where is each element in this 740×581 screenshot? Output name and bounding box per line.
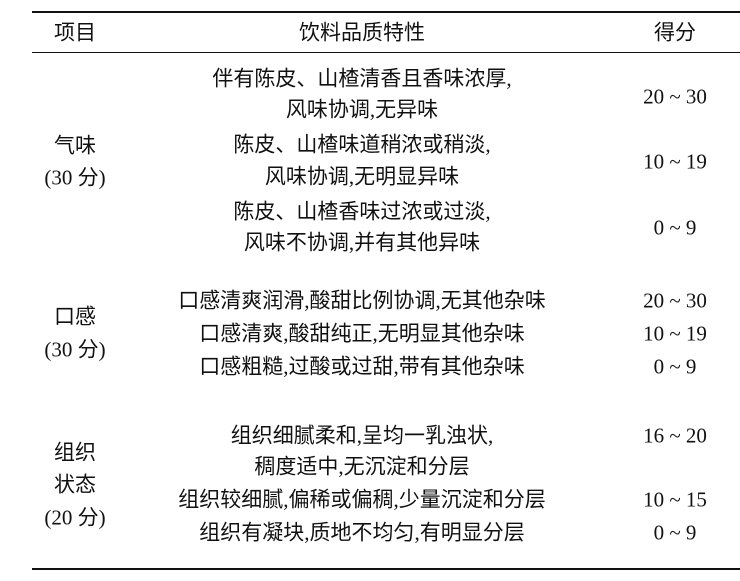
- description-line: 风味协调,无明显异味: [264, 164, 460, 189]
- item-label: (30 分): [44, 337, 106, 362]
- header-item: 项目: [54, 20, 96, 45]
- top-rule: [32, 11, 740, 13]
- description-line: 稠度适中,无沉淀和分层: [254, 454, 470, 479]
- score: 10 ~ 15: [643, 487, 707, 512]
- score: 10 ~ 19: [643, 149, 707, 174]
- item-label: (20 分): [44, 505, 106, 530]
- description-line: 口感清爽,酸甜纯正,无明显其他杂味: [199, 321, 525, 346]
- header-score: 得分: [654, 20, 696, 45]
- score: 0 ~ 9: [653, 354, 697, 379]
- description-line: 组织有凝块,质地不均匀,有明显分层: [199, 520, 525, 545]
- description-line: 风味协调,无异味: [285, 97, 439, 122]
- item-label: 状态: [54, 472, 96, 497]
- score: 0 ~ 9: [653, 520, 697, 545]
- score: 20 ~ 30: [643, 288, 707, 313]
- description-line: 陈皮、山楂味道稍浓或稍淡,: [233, 132, 491, 157]
- bottom-rule: [32, 568, 740, 570]
- score: 16 ~ 20: [643, 423, 707, 448]
- item-label: (30 分): [44, 165, 106, 190]
- header-rule: [32, 52, 740, 53]
- description-line: 口感清爽润滑,酸甜比例协调,无其他杂味: [178, 288, 546, 313]
- score: 0 ~ 9: [653, 215, 697, 240]
- description-line: 口感粗糙,过酸或过甜,带有其他杂味: [199, 354, 525, 379]
- item-label: 气味: [54, 133, 96, 158]
- description-line: 组织较细腻,偏稀或偏稠,少量沉淀和分层: [178, 487, 546, 512]
- header-description: 饮料品质特性: [299, 20, 425, 45]
- item-label: 口感: [54, 304, 96, 329]
- score: 10 ~ 19: [643, 321, 707, 346]
- description-line: 风味不协调,并有其他异味: [243, 230, 481, 255]
- score: 20 ~ 30: [643, 84, 707, 109]
- item-label: 组织: [54, 440, 96, 465]
- description-line: 陈皮、山楂香味过浓或过淡,: [233, 199, 491, 224]
- description-line: 组织细腻柔和,呈均一乳浊状,: [230, 423, 494, 448]
- description-line: 伴有陈皮、山楂清香且香味浓厚,: [212, 66, 512, 91]
